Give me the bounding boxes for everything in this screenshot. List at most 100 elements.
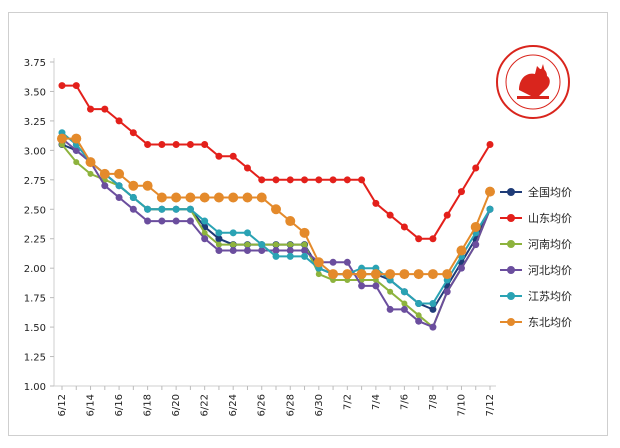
data-point — [343, 176, 351, 184]
data-point — [472, 241, 480, 249]
data-point — [313, 257, 324, 268]
data-point — [286, 252, 294, 260]
chart-axes: 1.00 1.25 1.50 1.75 2.00 2.25 2.50 2.75 3.00 3.25… — [24, 58, 496, 416]
data-point — [185, 192, 196, 203]
data-point — [115, 193, 123, 201]
data-point — [186, 140, 194, 148]
data-point — [128, 180, 139, 191]
data-point — [229, 247, 237, 255]
legend-item: 江苏均价 — [500, 290, 572, 303]
data-point — [273, 241, 279, 248]
data-point — [485, 186, 495, 197]
data-point — [101, 182, 109, 190]
data-point — [158, 205, 166, 213]
series-line — [61, 137, 491, 329]
data-point — [415, 312, 422, 319]
data-point — [229, 229, 237, 237]
y-tick-label: 1.00 — [24, 382, 46, 393]
data-point — [315, 176, 323, 184]
series-line — [61, 143, 491, 311]
series-line — [61, 131, 491, 305]
data-point — [386, 211, 394, 219]
x-tick-label: 6/26 — [257, 394, 268, 416]
x-tick-label: 6/30 — [314, 394, 325, 416]
data-point — [427, 269, 438, 280]
legend-swatch-marker — [507, 240, 515, 248]
y-tick-label: 1.75 — [24, 294, 46, 305]
data-point — [301, 247, 309, 255]
rooster-icon — [519, 68, 550, 96]
data-point — [342, 269, 353, 280]
legend-swatch-marker — [507, 214, 515, 222]
data-point — [129, 205, 137, 213]
data-point — [201, 217, 209, 225]
legend-swatch-marker — [507, 318, 515, 326]
data-point — [201, 140, 209, 148]
data-point — [213, 192, 224, 203]
data-point — [244, 241, 251, 248]
data-point — [243, 247, 251, 255]
legend-swatch-marker — [507, 188, 515, 196]
data-point — [472, 164, 480, 172]
y-tick-label: 2.25 — [24, 235, 46, 246]
data-point — [144, 217, 152, 225]
data-point — [413, 269, 424, 280]
data-point — [400, 305, 408, 313]
data-point — [301, 176, 309, 184]
x-tick-label: 7/4 — [371, 394, 382, 410]
data-point — [470, 221, 481, 232]
data-point — [372, 199, 380, 207]
data-point — [443, 211, 451, 219]
data-point — [258, 247, 266, 255]
data-point — [71, 133, 82, 144]
legend-label: 河北均价 — [528, 264, 572, 277]
data-point — [215, 241, 222, 248]
data-point — [171, 192, 182, 203]
data-point — [129, 193, 137, 201]
data-point — [486, 205, 494, 213]
data-point — [272, 252, 280, 260]
series-0 — [58, 140, 494, 313]
y-tick-label: 3.75 — [24, 58, 46, 69]
data-point — [400, 288, 408, 296]
legend-swatch-marker — [507, 266, 515, 274]
y-tick-label: 2.75 — [24, 176, 46, 187]
data-point — [199, 192, 210, 203]
data-point — [101, 105, 109, 113]
x-tick-label: 7/2 — [342, 394, 353, 410]
data-point — [258, 241, 266, 249]
x-tick-label: 7/8 — [428, 394, 439, 410]
data-point — [228, 192, 239, 203]
data-point — [329, 176, 337, 184]
y-tick-label: 1.25 — [24, 353, 46, 364]
legend-swatch-marker — [507, 292, 515, 300]
legend-label: 东北均价 — [528, 316, 572, 329]
legend-item: 河南均价 — [500, 238, 572, 251]
x-tick-label: 6/20 — [171, 394, 182, 416]
data-point — [429, 300, 437, 308]
data-point — [215, 235, 223, 243]
legend-item: 山东均价 — [500, 212, 572, 225]
data-point — [243, 164, 251, 172]
data-point — [215, 229, 223, 237]
data-point — [456, 245, 467, 256]
data-point — [229, 152, 237, 160]
legend-item: 东北均价 — [500, 316, 572, 329]
x-tick-label: 6/16 — [114, 394, 125, 416]
data-point — [299, 227, 310, 238]
y-tick-label: 3.50 — [24, 87, 46, 98]
legend-item: 河北均价 — [500, 264, 572, 277]
x-tick-label: 7/10 — [456, 394, 467, 416]
data-point — [429, 305, 437, 313]
x-tick-label: 6/24 — [228, 394, 239, 416]
data-point — [215, 152, 223, 160]
data-point — [215, 247, 223, 255]
data-point — [201, 229, 208, 236]
data-point — [57, 133, 67, 144]
series-layer — [57, 82, 495, 331]
data-point — [457, 188, 465, 196]
data-point — [186, 205, 194, 213]
data-point — [415, 235, 423, 243]
data-point — [230, 241, 237, 248]
